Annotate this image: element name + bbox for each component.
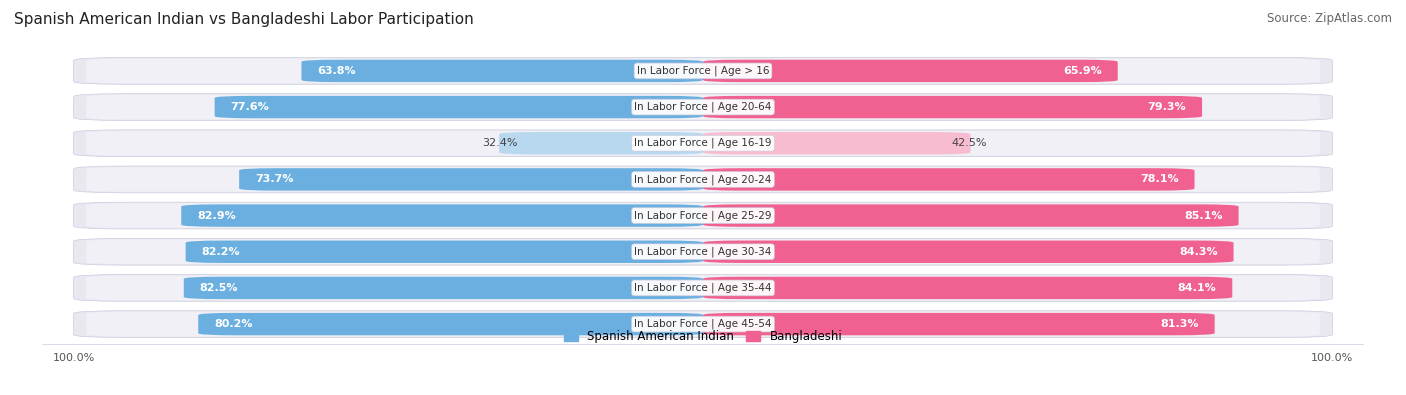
FancyBboxPatch shape xyxy=(86,276,1320,300)
Text: 82.5%: 82.5% xyxy=(200,283,238,293)
FancyBboxPatch shape xyxy=(86,239,1320,264)
FancyBboxPatch shape xyxy=(73,275,1333,301)
Text: 84.3%: 84.3% xyxy=(1180,247,1218,257)
FancyBboxPatch shape xyxy=(184,277,703,299)
FancyBboxPatch shape xyxy=(239,168,703,191)
FancyBboxPatch shape xyxy=(703,241,1233,263)
Text: 77.6%: 77.6% xyxy=(231,102,269,112)
Text: 79.3%: 79.3% xyxy=(1147,102,1187,112)
FancyBboxPatch shape xyxy=(86,95,1320,119)
Text: 81.3%: 81.3% xyxy=(1160,319,1199,329)
FancyBboxPatch shape xyxy=(86,58,1320,83)
Text: 73.7%: 73.7% xyxy=(254,175,294,184)
FancyBboxPatch shape xyxy=(73,311,1333,337)
Text: 78.1%: 78.1% xyxy=(1140,175,1178,184)
FancyBboxPatch shape xyxy=(703,168,1195,191)
Text: In Labor Force | Age 30-34: In Labor Force | Age 30-34 xyxy=(634,246,772,257)
Text: Spanish American Indian vs Bangladeshi Labor Participation: Spanish American Indian vs Bangladeshi L… xyxy=(14,12,474,27)
Text: 80.2%: 80.2% xyxy=(214,319,253,329)
FancyBboxPatch shape xyxy=(73,130,1333,157)
Legend: Spanish American Indian, Bangladeshi: Spanish American Indian, Bangladeshi xyxy=(560,325,846,348)
Text: 65.9%: 65.9% xyxy=(1063,66,1102,76)
FancyBboxPatch shape xyxy=(703,313,1215,335)
FancyBboxPatch shape xyxy=(301,60,703,82)
FancyBboxPatch shape xyxy=(198,313,703,335)
Text: In Labor Force | Age > 16: In Labor Force | Age > 16 xyxy=(637,66,769,76)
Text: In Labor Force | Age 20-64: In Labor Force | Age 20-64 xyxy=(634,102,772,112)
FancyBboxPatch shape xyxy=(73,238,1333,265)
Text: 85.1%: 85.1% xyxy=(1184,211,1223,220)
FancyBboxPatch shape xyxy=(86,167,1320,192)
FancyBboxPatch shape xyxy=(703,204,1239,227)
FancyBboxPatch shape xyxy=(215,96,703,118)
FancyBboxPatch shape xyxy=(703,132,970,154)
Text: In Labor Force | Age 35-44: In Labor Force | Age 35-44 xyxy=(634,283,772,293)
FancyBboxPatch shape xyxy=(703,277,1232,299)
Text: In Labor Force | Age 45-54: In Labor Force | Age 45-54 xyxy=(634,319,772,329)
Text: 42.5%: 42.5% xyxy=(952,138,987,148)
FancyBboxPatch shape xyxy=(186,241,703,263)
FancyBboxPatch shape xyxy=(73,58,1333,84)
Text: 32.4%: 32.4% xyxy=(482,138,517,148)
FancyBboxPatch shape xyxy=(73,202,1333,229)
FancyBboxPatch shape xyxy=(73,94,1333,120)
FancyBboxPatch shape xyxy=(86,203,1320,228)
FancyBboxPatch shape xyxy=(73,166,1333,193)
Text: In Labor Force | Age 16-19: In Labor Force | Age 16-19 xyxy=(634,138,772,149)
FancyBboxPatch shape xyxy=(86,131,1320,156)
Text: 82.2%: 82.2% xyxy=(201,247,240,257)
Text: 82.9%: 82.9% xyxy=(197,211,236,220)
Text: 84.1%: 84.1% xyxy=(1178,283,1216,293)
FancyBboxPatch shape xyxy=(499,132,703,154)
FancyBboxPatch shape xyxy=(86,312,1320,337)
Text: 63.8%: 63.8% xyxy=(318,66,356,76)
FancyBboxPatch shape xyxy=(703,60,1118,82)
FancyBboxPatch shape xyxy=(703,96,1202,118)
Text: In Labor Force | Age 20-24: In Labor Force | Age 20-24 xyxy=(634,174,772,185)
Text: Source: ZipAtlas.com: Source: ZipAtlas.com xyxy=(1267,12,1392,25)
FancyBboxPatch shape xyxy=(181,204,703,227)
Text: In Labor Force | Age 25-29: In Labor Force | Age 25-29 xyxy=(634,210,772,221)
